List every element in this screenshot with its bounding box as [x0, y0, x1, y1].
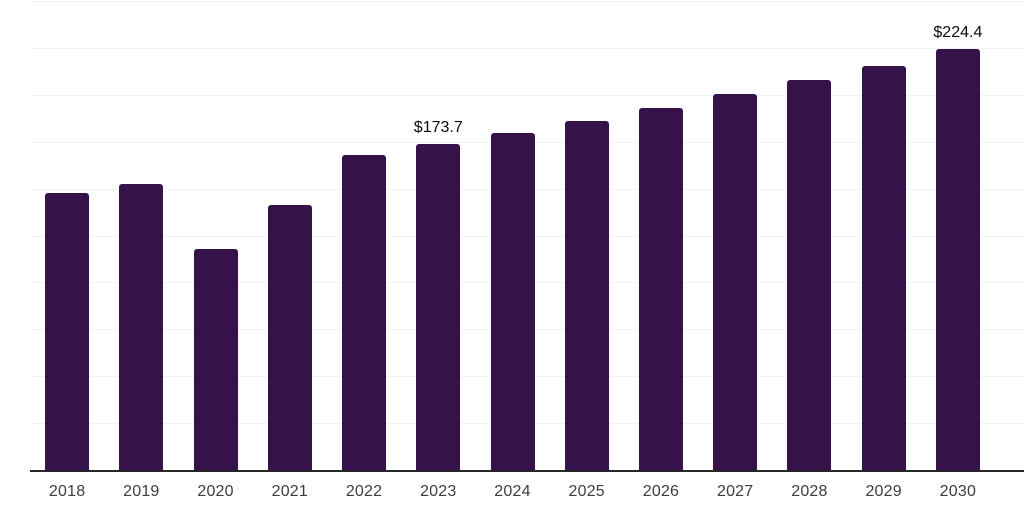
- bar-2026[interactable]: [638, 107, 683, 470]
- data-label-2023: $173.7: [413, 119, 463, 137]
- x-axis-label-2030: 2030: [939, 483, 977, 500]
- bar-2020[interactable]: [193, 249, 238, 470]
- x-axis-label-2026: 2026: [642, 483, 680, 500]
- x-axis-label-2027: 2027: [716, 483, 754, 500]
- gridline: [30, 1, 1024, 2]
- bar-2019[interactable]: [119, 184, 164, 470]
- data-label-2030: $224.4: [933, 24, 983, 42]
- x-axis-label-2028: 2028: [791, 483, 828, 500]
- x-axis-label-2029: 2029: [865, 483, 902, 500]
- bar-2024[interactable]: [490, 133, 535, 470]
- bar-2030[interactable]: [935, 49, 980, 470]
- x-axis-label-2019: 2019: [123, 483, 160, 500]
- x-axis-label-2025: 2025: [568, 483, 605, 500]
- x-axis-label-2024: 2024: [494, 483, 531, 500]
- x-axis-label-2020: 2020: [197, 483, 234, 500]
- bar-2029[interactable]: [861, 65, 906, 470]
- x-axis-label-2021: 2021: [271, 483, 308, 500]
- bar-2021[interactable]: [267, 204, 312, 470]
- bar-2023[interactable]: [416, 144, 461, 470]
- bar-2027[interactable]: [713, 94, 758, 470]
- x-axis-label-2018: 2018: [48, 483, 86, 500]
- bar-2018[interactable]: [45, 193, 90, 470]
- bar-2028[interactable]: [787, 80, 832, 470]
- x-axis-label-2023: 2023: [420, 483, 457, 500]
- bar-2025[interactable]: [564, 120, 609, 470]
- gridline: [30, 47, 1024, 49]
- x-axis-line: [30, 470, 1024, 472]
- bar-2022[interactable]: [342, 155, 387, 470]
- x-axis-label-2022: 2022: [345, 483, 383, 500]
- gridline: [30, 94, 1024, 96]
